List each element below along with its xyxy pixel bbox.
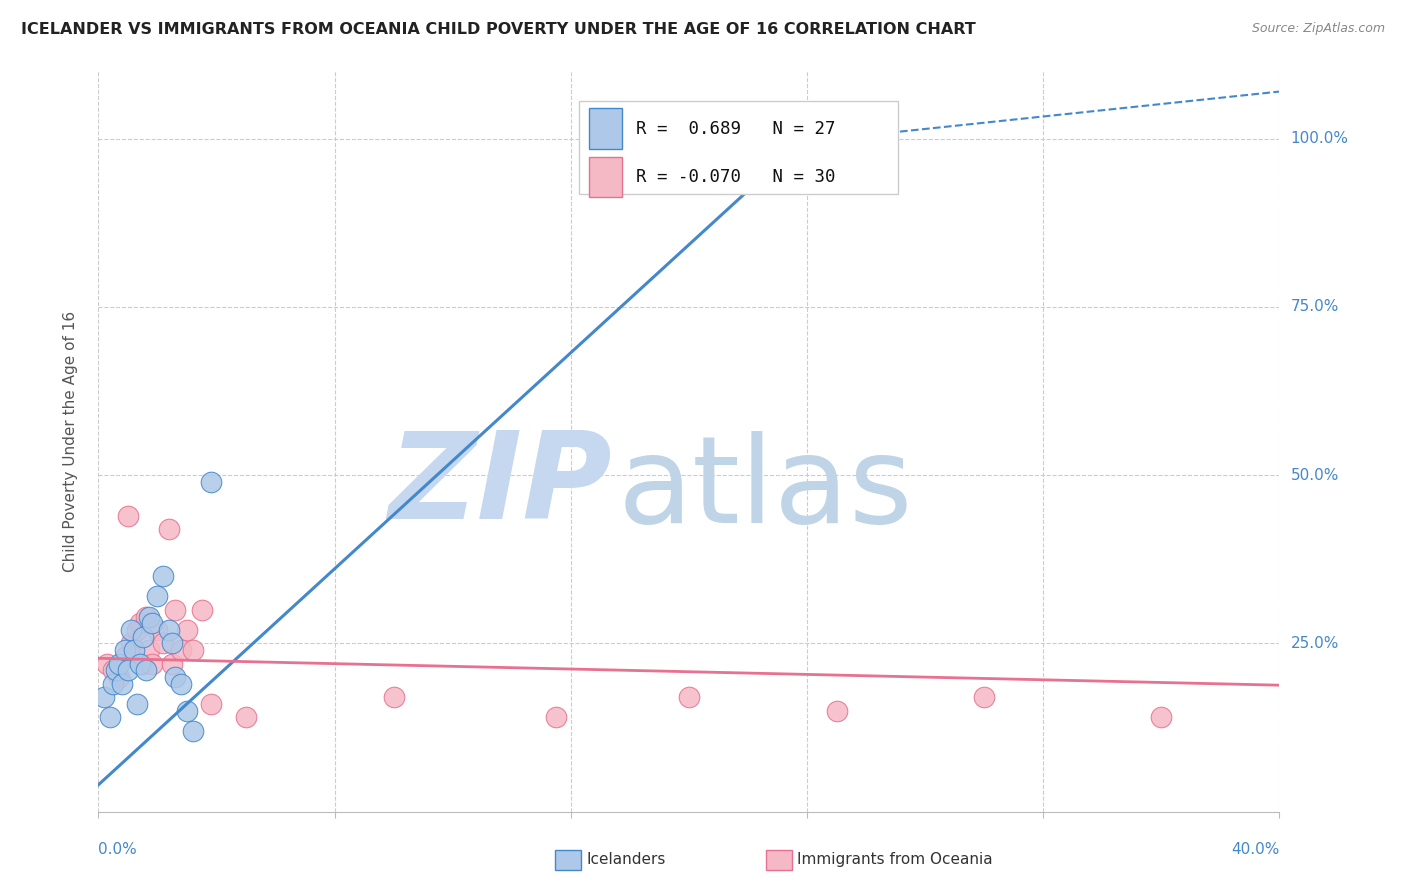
- Point: [114, 643, 136, 657]
- Point: [105, 664, 128, 678]
- Point: [120, 623, 142, 637]
- FancyBboxPatch shape: [589, 156, 621, 197]
- Text: 100.0%: 100.0%: [1291, 131, 1348, 146]
- Point: [165, 670, 187, 684]
- Point: [176, 623, 198, 637]
- Point: [191, 603, 214, 617]
- Point: [146, 590, 169, 604]
- Point: [138, 609, 160, 624]
- Text: R =  0.689   N = 27: R = 0.689 N = 27: [636, 120, 835, 137]
- Text: 50.0%: 50.0%: [1291, 467, 1339, 483]
- Point: [176, 704, 198, 718]
- Point: [165, 603, 187, 617]
- FancyBboxPatch shape: [589, 109, 621, 149]
- Point: [117, 664, 139, 678]
- Point: [114, 649, 136, 664]
- Point: [125, 623, 148, 637]
- Point: [973, 690, 995, 705]
- Text: ZIP: ZIP: [388, 427, 612, 544]
- Y-axis label: Child Poverty Under the Age of 16: Child Poverty Under the Age of 16: [63, 311, 77, 572]
- Point: [93, 690, 115, 705]
- Point: [146, 623, 169, 637]
- FancyBboxPatch shape: [579, 101, 898, 194]
- Point: [157, 623, 180, 637]
- Point: [796, 138, 818, 153]
- Point: [152, 569, 174, 583]
- Point: [200, 697, 222, 711]
- Point: [103, 677, 125, 691]
- Point: [162, 657, 183, 671]
- Point: [141, 616, 163, 631]
- Point: [125, 697, 148, 711]
- Point: [152, 636, 174, 650]
- Point: [128, 657, 150, 671]
- Text: ICELANDER VS IMMIGRANTS FROM OCEANIA CHILD POVERTY UNDER THE AGE OF 16 CORRELATI: ICELANDER VS IMMIGRANTS FROM OCEANIA CHI…: [21, 22, 976, 37]
- Point: [1150, 710, 1173, 724]
- Point: [181, 643, 204, 657]
- Text: 75.0%: 75.0%: [1291, 300, 1339, 314]
- Point: [170, 677, 193, 691]
- Point: [128, 616, 150, 631]
- Point: [181, 723, 204, 738]
- Text: 40.0%: 40.0%: [1232, 842, 1279, 857]
- Point: [122, 643, 145, 657]
- Point: [138, 643, 160, 657]
- Point: [120, 636, 142, 650]
- Point: [546, 710, 568, 724]
- Point: [103, 664, 125, 678]
- Point: [825, 704, 848, 718]
- Point: [122, 649, 145, 664]
- Point: [132, 657, 155, 671]
- Text: Immigrants from Oceania: Immigrants from Oceania: [797, 853, 993, 867]
- Text: atlas: atlas: [619, 431, 914, 549]
- Point: [141, 657, 163, 671]
- Point: [117, 508, 139, 523]
- Text: 0.0%: 0.0%: [98, 842, 138, 857]
- Text: R = -0.070   N = 30: R = -0.070 N = 30: [636, 168, 835, 186]
- Point: [108, 670, 131, 684]
- Point: [108, 657, 131, 671]
- Point: [132, 630, 155, 644]
- Point: [135, 664, 157, 678]
- Point: [170, 643, 193, 657]
- Point: [98, 710, 121, 724]
- Point: [382, 690, 405, 705]
- Point: [135, 609, 157, 624]
- Text: Icelanders: Icelanders: [586, 853, 665, 867]
- Point: [96, 657, 118, 671]
- Point: [157, 522, 180, 536]
- Point: [200, 475, 222, 489]
- Point: [111, 677, 134, 691]
- Point: [162, 636, 183, 650]
- Point: [235, 710, 257, 724]
- Point: [678, 690, 700, 705]
- Point: [678, 131, 700, 145]
- Text: 25.0%: 25.0%: [1291, 636, 1339, 651]
- Text: Source: ZipAtlas.com: Source: ZipAtlas.com: [1251, 22, 1385, 36]
